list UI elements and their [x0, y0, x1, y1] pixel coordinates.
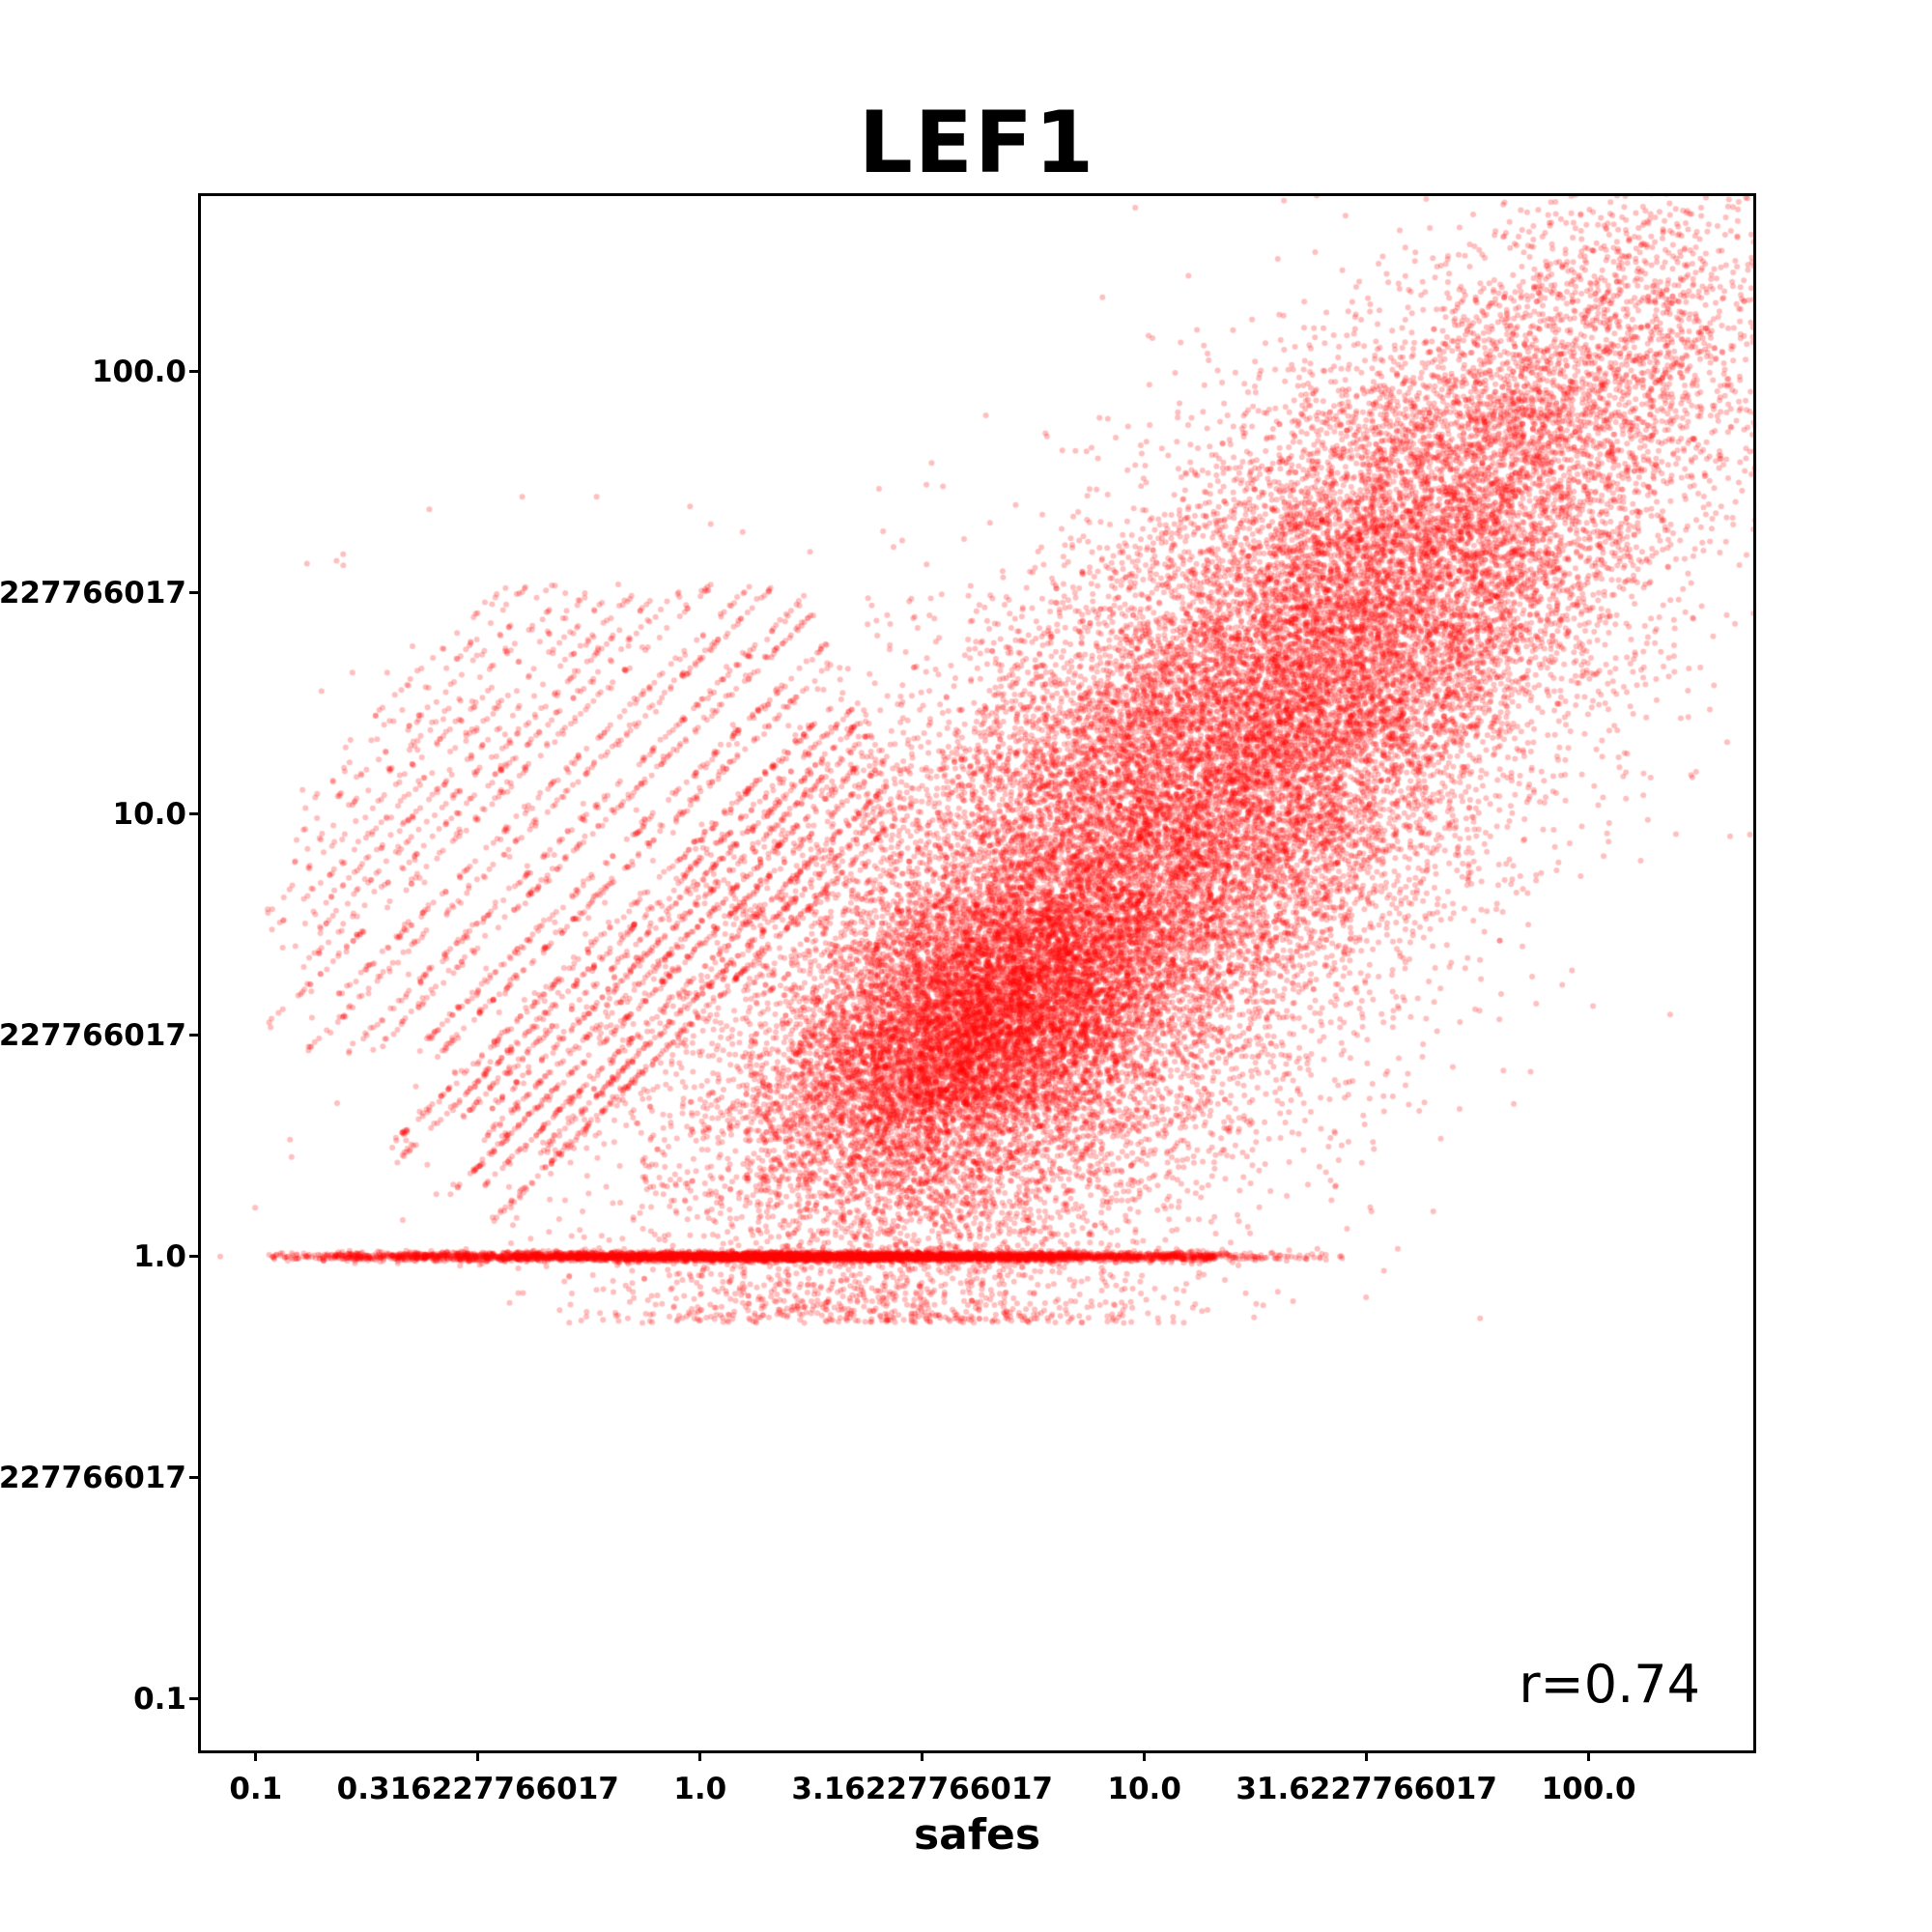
y-tick-mark: [189, 1476, 198, 1480]
y-tick-mark: [189, 1255, 198, 1259]
x-tick-mark: [1143, 1752, 1147, 1761]
y-tick-mark: [189, 370, 198, 374]
x-tick-mark: [698, 1752, 702, 1761]
y-tick-mark: [189, 591, 198, 595]
x-tick-mark: [254, 1752, 258, 1761]
y-tick-mark: [189, 1697, 198, 1701]
x-tick-mark: [1365, 1752, 1369, 1761]
x-tick-mark: [476, 1752, 480, 1761]
x-tick-mark: [1587, 1752, 1591, 1761]
y-tick-mark: [189, 812, 198, 816]
y-tick-mark: [189, 1034, 198, 1037]
x-tick-mark: [921, 1752, 924, 1761]
